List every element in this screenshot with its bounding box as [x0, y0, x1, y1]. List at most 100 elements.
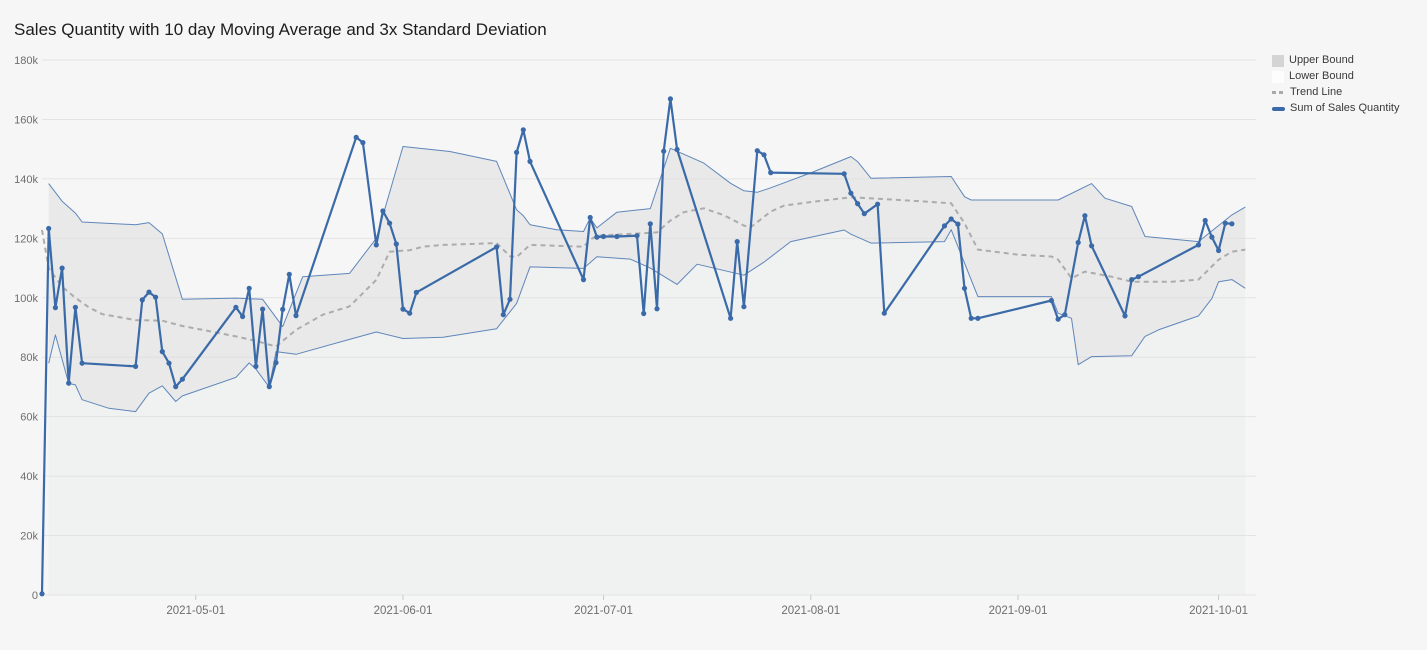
sales-data-point[interactable]: [941, 223, 948, 229]
sales-data-point[interactable]: [855, 201, 861, 207]
sales-data-point[interactable]: [1202, 217, 1208, 224]
sales-data-point[interactable]: [387, 220, 393, 226]
sales-data-point[interactable]: [667, 96, 674, 102]
sales-data-point[interactable]: [955, 221, 961, 227]
sales-data-point[interactable]: [59, 265, 65, 271]
sales-data-point[interactable]: [139, 297, 145, 303]
sales-data-point[interactable]: [380, 208, 386, 214]
sales-data-point[interactable]: [514, 149, 520, 155]
sales-data-point[interactable]: [179, 376, 185, 382]
sales-data-point[interactable]: [1055, 316, 1061, 322]
x-axis-label: 2021-10-01: [1189, 605, 1248, 617]
sales-data-point[interactable]: [768, 170, 774, 176]
y-axis-label: 160k: [14, 114, 38, 126]
sales-data-point[interactable]: [641, 310, 647, 317]
y-axis-label: 20k: [20, 531, 38, 543]
sales-data-point[interactable]: [360, 140, 366, 146]
sales-data-point[interactable]: [1222, 220, 1228, 226]
sales-data-point[interactable]: [293, 313, 299, 319]
sales-data-point[interactable]: [153, 294, 159, 300]
sales-data-point[interactable]: [1195, 242, 1202, 248]
sales-data-point[interactable]: [266, 384, 272, 390]
legend-item-upper-bound[interactable]: Upper Bound: [1272, 54, 1399, 67]
sales-data-point[interactable]: [674, 146, 680, 153]
sales-data-point[interactable]: [761, 152, 767, 158]
sales-data-point[interactable]: [527, 158, 533, 164]
sales-data-point[interactable]: [166, 360, 172, 366]
sales-data-point[interactable]: [159, 349, 165, 355]
sales-data-point[interactable]: [1209, 234, 1215, 240]
sales-data-point[interactable]: [353, 134, 359, 140]
sales-data-point[interactable]: [861, 211, 867, 217]
sales-data-point[interactable]: [233, 304, 239, 310]
sales-data-point[interactable]: [1122, 313, 1128, 319]
x-axis-label: 2021-05-01: [166, 605, 225, 617]
sales-data-point[interactable]: [260, 306, 266, 312]
sales-data-point[interactable]: [741, 304, 747, 310]
chart-title: Sales Quantity with 10 day Moving Averag…: [14, 20, 547, 39]
sales-data-point[interactable]: [173, 384, 179, 390]
sales-data-point[interactable]: [146, 289, 152, 295]
sales-data-point[interactable]: [1062, 312, 1068, 318]
sales-data-point[interactable]: [1129, 277, 1135, 283]
sales-data-point[interactable]: [614, 233, 620, 240]
sales-data-point[interactable]: [881, 310, 887, 316]
legend-item-lower-bound[interactable]: Lower Bound: [1272, 70, 1399, 83]
sales-data-point[interactable]: [1082, 213, 1088, 219]
sales-data-point[interactable]: [246, 285, 252, 291]
sales-data-point[interactable]: [407, 310, 413, 316]
sales-data-point[interactable]: [253, 363, 259, 369]
sales-data-point[interactable]: [79, 360, 85, 366]
sales-data-point[interactable]: [594, 234, 600, 240]
sales-data-point[interactable]: [286, 271, 292, 277]
legend-item-trend-line[interactable]: Trend Line: [1272, 86, 1399, 99]
sales-data-point[interactable]: [634, 233, 640, 239]
sales-data-point[interactable]: [133, 363, 139, 369]
y-axis-label: 120k: [14, 233, 38, 245]
sales-data-point[interactable]: [1135, 274, 1141, 280]
legend-item-sum-of-sales-quantity[interactable]: Sum of Sales Quantity: [1272, 102, 1399, 115]
sales-data-point[interactable]: [661, 148, 667, 154]
sales-data-point[interactable]: [1216, 247, 1222, 254]
sales-data-point[interactable]: [52, 305, 59, 311]
sales-data-point[interactable]: [273, 360, 279, 366]
sales-data-point[interactable]: [728, 315, 734, 321]
sales-data-point[interactable]: [72, 304, 78, 310]
sales-data-point[interactable]: [1075, 239, 1081, 246]
sales-data-point[interactable]: [507, 296, 513, 302]
sales-data-point[interactable]: [580, 277, 587, 283]
sales-data-point[interactable]: [1229, 221, 1235, 227]
sales-data-point[interactable]: [500, 312, 506, 318]
sales-data-point[interactable]: [39, 591, 45, 597]
x-axis-label: 2021-08-01: [781, 605, 840, 617]
sales-data-point[interactable]: [393, 241, 399, 247]
sales-data-point[interactable]: [587, 214, 593, 221]
sales-data-point[interactable]: [647, 221, 653, 227]
sales-data-point[interactable]: [46, 225, 52, 232]
sales-data-point[interactable]: [280, 306, 286, 312]
sales-data-point[interactable]: [654, 306, 660, 312]
sales-data-point[interactable]: [400, 306, 406, 312]
sales-data-point[interactable]: [734, 239, 740, 245]
sales-data-point[interactable]: [1089, 243, 1095, 249]
y-axis-label: 0: [32, 590, 38, 602]
sales-data-point[interactable]: [373, 242, 379, 248]
sales-data-point[interactable]: [948, 216, 954, 222]
sales-data-point[interactable]: [975, 315, 981, 321]
sales-data-point[interactable]: [841, 171, 847, 177]
sales-data-point[interactable]: [66, 380, 72, 386]
sales-data-point[interactable]: [961, 285, 968, 291]
sales-data-point[interactable]: [848, 190, 854, 196]
sales-data-point[interactable]: [875, 201, 881, 207]
sales-data-point[interactable]: [520, 127, 526, 133]
sales-data-point[interactable]: [413, 289, 419, 295]
sales-data-point[interactable]: [240, 313, 246, 320]
sales-data-point[interactable]: [494, 244, 500, 250]
below-band-area: [48, 229, 1246, 595]
sales-data-point[interactable]: [600, 233, 607, 240]
y-axis-label: 140k: [14, 174, 38, 186]
sales-data-point[interactable]: [754, 148, 760, 154]
sales-data-point[interactable]: [968, 315, 974, 321]
sales-data-point[interactable]: [1048, 297, 1054, 304]
